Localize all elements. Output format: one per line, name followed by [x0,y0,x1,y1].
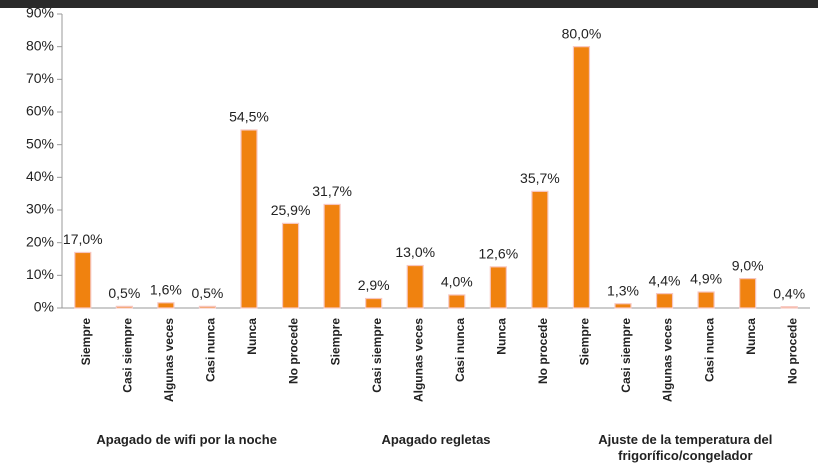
bar [323,203,341,309]
bar [531,190,549,309]
bar [780,306,798,309]
value-label: 2,9% [358,277,390,293]
bar [655,293,674,309]
x-tick-label: Siempre [578,318,592,366]
group-label: Apagado regletas [381,432,491,447]
x-tick-label: Algunas veces [661,318,675,402]
bar [448,294,466,309]
bar [739,278,757,309]
y-tick-label: 10% [26,266,54,282]
value-label: 25,9% [271,202,311,218]
x-tick-label: No procede [785,318,799,384]
bar [74,251,92,309]
value-label: 31,7% [312,183,352,199]
y-tick-label: 50% [26,135,54,151]
group-label: Ajuste de la temperatura del frigorífico… [598,432,773,463]
bar [115,305,133,309]
y-tick-label: 60% [26,103,54,119]
x-tick-label: Nunca [245,318,259,355]
top-bar [0,0,818,8]
x-tick-label: Siempre [328,318,342,366]
y-tick-label: 40% [26,168,54,184]
group-label: Apagado de wifi por la noche [96,432,277,447]
value-label: 0,5% [108,285,140,301]
value-label: 4,4% [649,272,681,288]
bar [157,302,175,309]
value-label: 1,6% [150,281,182,297]
value-label: 13,0% [395,244,435,260]
x-tick-label: Algunas veces [411,318,425,402]
y-tick-label: 90% [26,5,54,21]
value-label: 0,4% [773,285,805,301]
value-label: 9,0% [732,257,764,273]
bar [240,129,258,309]
x-tick-label: Nunca [744,318,758,355]
value-label: 0,5% [191,285,223,301]
x-tick-label: Casi siempre [619,318,633,393]
x-tick-label: Casi nunca [702,318,716,382]
x-tick-label: Casi siempre [370,318,384,393]
x-tick-label: No procede [536,318,550,384]
value-label: 1,3% [607,282,639,298]
x-tick-label: Casi nunca [204,318,218,382]
bar [406,264,424,309]
y-tick-label: 0% [34,299,54,315]
x-tick-label: Casi siempre [121,318,135,393]
value-label: 12,6% [478,246,518,262]
x-tick-label: Casi nunca [453,318,467,382]
x-tick-label: Siempre [79,318,93,366]
bar [614,303,632,309]
value-label: 17,0% [63,231,103,247]
bar [281,222,300,309]
y-tick-label: 20% [26,233,54,249]
bar [572,46,591,309]
bar [697,291,715,309]
x-tick-label: Nunca [495,318,509,355]
value-label: 35,7% [520,170,560,186]
value-label: 80,0% [562,25,602,41]
x-tick-label: Algunas veces [162,318,176,402]
y-tick-label: 70% [26,70,54,86]
y-tick-label: 30% [26,201,54,217]
value-label: 4,9% [690,271,722,287]
value-label: 54,5% [229,109,269,125]
y-tick-label: 80% [26,37,54,53]
bar [198,305,217,309]
bar [489,266,507,309]
x-tick-label: No procede [287,318,301,384]
bar [365,297,383,309]
value-label: 4,0% [441,274,473,290]
